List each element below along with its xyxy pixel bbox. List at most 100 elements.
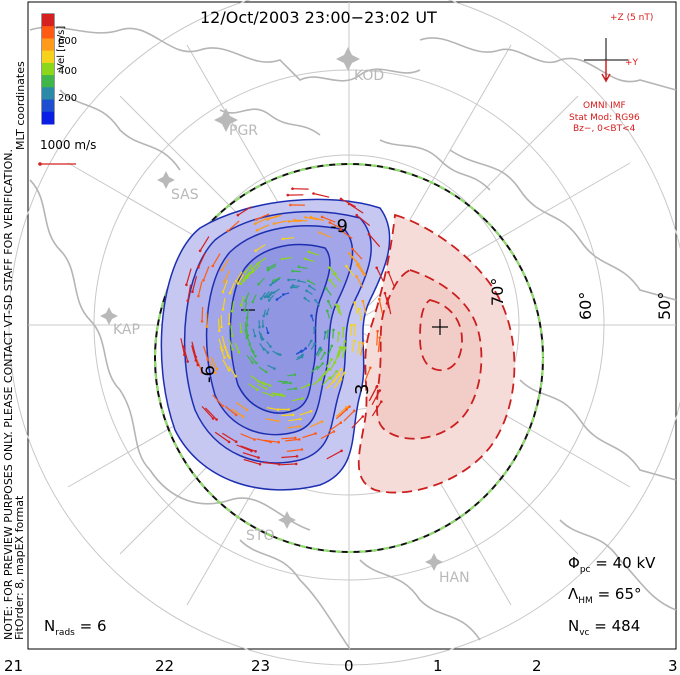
velocity-vector-origin xyxy=(240,283,243,286)
velocity-vector-origin xyxy=(362,342,365,345)
velocity-vector-origin xyxy=(265,387,268,390)
velocity-vector-origin xyxy=(321,216,324,219)
negative-potential-cell xyxy=(161,199,389,490)
velocity-vector-origin xyxy=(253,438,256,441)
velocity-vector-origin xyxy=(379,336,382,339)
velocity-vector-origin xyxy=(362,300,365,303)
contour-label-minus6: -6 xyxy=(198,365,219,383)
velocity-vector-origin xyxy=(307,280,310,283)
scale-vector-dot xyxy=(38,162,42,166)
velocity-vector-origin xyxy=(240,331,243,334)
velocity-vector-origin xyxy=(277,441,280,444)
velocity-vector-origin xyxy=(387,271,390,274)
velocity-vector-origin xyxy=(343,372,346,375)
colorbar-segment xyxy=(42,112,54,125)
velocity-vector-origin xyxy=(376,385,379,388)
cross-polar-potential: Φpc = 40 kV xyxy=(568,554,655,575)
velocity-vector-origin xyxy=(264,296,267,299)
velocity-vector-origin xyxy=(334,361,337,364)
velocity-vector-origin xyxy=(197,295,200,298)
velocity-vector-origin xyxy=(314,299,317,302)
velocity-vector-origin xyxy=(251,267,254,270)
velocity-vector-origin xyxy=(297,280,300,283)
velocity-vector-origin xyxy=(246,317,249,320)
velocity-vector-origin xyxy=(313,343,316,346)
mlt-label-23: 23 xyxy=(251,657,270,675)
velocity-vector-origin xyxy=(254,249,257,252)
velocity-vector-origin xyxy=(333,430,336,433)
velocity-vector-origin xyxy=(345,265,348,268)
velocity-vector-origin xyxy=(237,282,240,285)
velocity-vector-origin xyxy=(262,325,265,328)
velocity-vector-origin xyxy=(187,299,190,302)
phi-subscript: pc xyxy=(580,565,591,575)
velocity-vector-origin xyxy=(332,329,335,332)
mlt-label-2: 2 xyxy=(532,657,542,675)
mlt-label-3: 3 xyxy=(668,657,678,675)
mlt-label-0: 0 xyxy=(344,657,354,675)
velocity-vector xyxy=(202,307,203,321)
velocity-vector-origin xyxy=(244,271,247,274)
velocity-vector-origin xyxy=(301,448,304,451)
velocity-vector-origin xyxy=(228,369,231,372)
velocity-vector-origin xyxy=(282,238,285,241)
map-title: 12/Oct/2003 23:00−23:02 UT xyxy=(200,8,437,27)
velocity-vector-origin xyxy=(318,231,321,234)
velocity-vector-origin xyxy=(271,394,274,397)
velocity-vector-origin xyxy=(287,279,290,282)
imf-condition: Bz−, 0<BT<4 xyxy=(573,124,635,134)
velocity-vector-origin xyxy=(256,229,259,232)
imf-z-label: +Z (5 nT) xyxy=(610,13,653,23)
velocity-vector-origin xyxy=(254,223,257,226)
velocity-vector-origin xyxy=(263,315,266,318)
velocity-vector-origin xyxy=(252,271,255,274)
velocity-vector-origin xyxy=(323,373,326,376)
velocity-vector-origin xyxy=(235,440,238,443)
velocity-vector-origin xyxy=(316,366,319,369)
velocity-vector-origin xyxy=(266,218,269,221)
velocity-vector-origin xyxy=(256,388,259,391)
velocity-vector-origin xyxy=(298,438,301,441)
velocity-vector-origin xyxy=(342,327,345,330)
velocity-vector-origin xyxy=(202,279,205,282)
velocity-vector-origin xyxy=(308,384,311,387)
velocity-vector-origin xyxy=(287,220,290,223)
velocity-vector-origin xyxy=(282,293,285,296)
velocity-vector-origin xyxy=(355,275,358,278)
velocity-vector-origin xyxy=(379,389,382,392)
velocity-vector-origin xyxy=(368,233,371,236)
velocity-vector-origin xyxy=(280,393,283,396)
velocity-vector-origin xyxy=(235,280,238,283)
velocity-vector-origin xyxy=(220,326,223,329)
velocity-vector xyxy=(343,328,344,338)
velocity-vector-origin xyxy=(384,292,387,295)
velocity-vector-origin xyxy=(273,222,276,225)
mlt-coordinates-label: MLT coordinates xyxy=(14,61,27,150)
velocity-vector-origin xyxy=(243,310,246,313)
nrads-value: = 6 xyxy=(75,617,107,635)
velocity-vector-origin xyxy=(291,270,294,273)
station-label-sas: SAS xyxy=(171,187,199,203)
velocity-vector-origin xyxy=(304,216,307,219)
velocity-vector-origin xyxy=(326,310,329,313)
velocity-vector xyxy=(377,331,378,345)
latitude-label-50: 50° xyxy=(655,292,674,320)
velocity-vector xyxy=(314,194,330,198)
velocity-vector-origin xyxy=(339,346,342,349)
velocity-vector-origin xyxy=(386,297,389,300)
velocity-vector-origin xyxy=(186,360,189,363)
velocity-vector-origin xyxy=(295,463,298,466)
station-label-kod: KOD xyxy=(354,68,384,84)
nrads-symbol: N xyxy=(44,617,55,635)
velocity-vector-origin xyxy=(206,325,209,328)
colorbar-segment xyxy=(42,26,54,39)
velocity-vector-origin xyxy=(223,356,226,359)
velocity-vector-origin xyxy=(345,406,348,409)
velocity-vector-origin xyxy=(227,230,230,233)
velocity-vector-origin xyxy=(281,258,284,261)
hm-latitude: ΛHM = 65° xyxy=(568,585,642,606)
velocity-vector-origin xyxy=(201,320,204,323)
velocity-vector-origin xyxy=(329,279,332,282)
velocity-vector-origin xyxy=(197,266,200,269)
velocity-vector-origin xyxy=(252,301,255,304)
